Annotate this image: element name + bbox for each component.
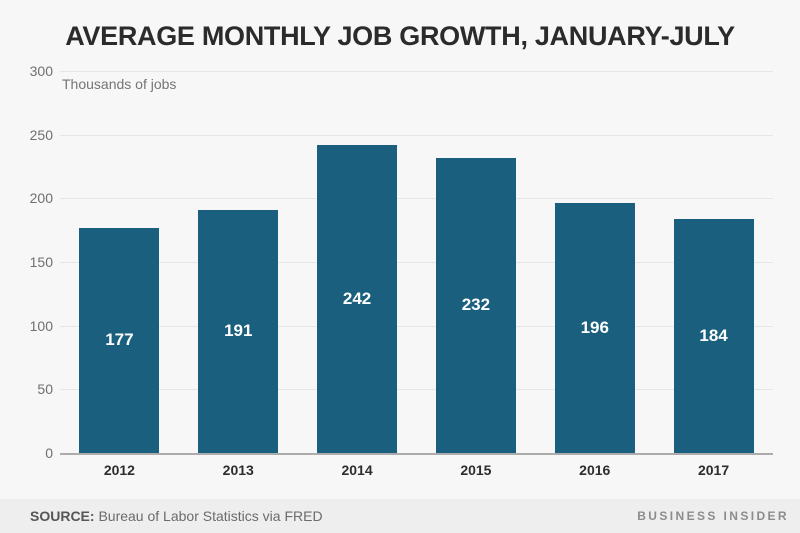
business-insider-logo: BUSINESS INSIDER [637,509,789,523]
plot-area: 177 191 242 232 196 184 [60,71,773,455]
gridline [60,71,773,72]
x-axis-tick-label: 2012 [103,462,135,478]
gridline [60,134,773,136]
source-attribution: SOURCE: Bureau of Labor Statistics via F… [30,508,323,524]
chart-title: AVERAGE MONTHLY JOB GROWTH, JANUARY-JULY [65,21,735,51]
source-text: Bureau of Labor Statistics via FRED [98,508,323,524]
y-axis-tick-label: 300 [29,63,53,79]
footer-bar: SOURCE: Bureau of Labor Statistics via F… [0,499,800,533]
x-axis-tick-label: 2013 [222,462,254,478]
y-axis-tick-label: 0 [45,445,53,461]
bar-value-label: 232 [461,295,491,315]
y-axis-tick-label: 50 [37,381,53,398]
bar-value-label: 242 [342,288,372,308]
bar-value-label: 184 [699,325,728,345]
bar-value-label: 191 [224,321,253,341]
gridline [60,262,773,263]
bar-2016: 196 [554,203,635,453]
bar-value-label: 177 [105,330,134,350]
source-label: SOURCE: [30,508,95,524]
x-axis-tick-label: 2014 [341,462,373,478]
y-axis-tick-label: 100 [29,317,53,334]
x-axis-tick-label: 2017 [697,462,730,478]
y-axis-tick-label: 150 [29,254,53,270]
bar-2015: 232 [435,157,516,453]
x-axis-tick-label: 2015 [460,462,492,478]
y-axis-tick-label: 200 [29,190,53,207]
bar-2013: 191 [198,209,279,453]
gridline [60,389,773,391]
y-axis-tick-label: 250 [29,126,53,143]
bar-2014: 242 [317,144,398,453]
gridline [60,198,773,200]
gridline [60,325,773,327]
bar-value-label: 196 [580,318,609,338]
x-axis-tick-label: 2016 [579,462,611,478]
bar-2012: 177 [79,227,160,453]
bar-2017: 184 [673,218,754,453]
x-axis-baseline [60,453,773,455]
y-axis-unit-label: Thousands of jobs [62,76,177,92]
